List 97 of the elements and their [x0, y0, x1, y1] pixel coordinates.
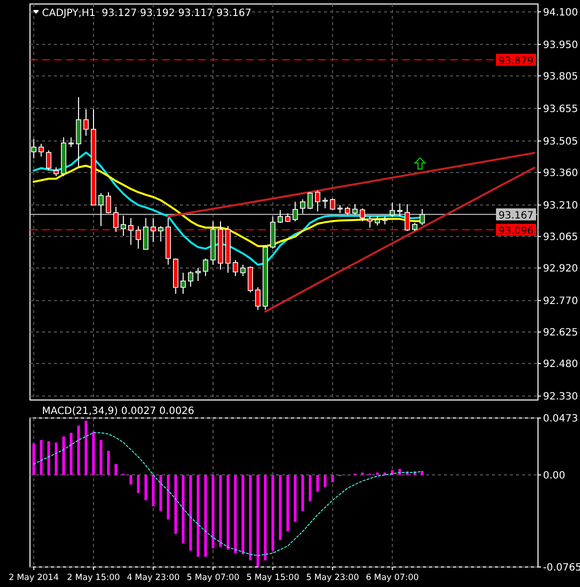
bar: [294, 474, 297, 522]
bar: [130, 474, 132, 485]
x-tick-label: 6 May 07:00: [366, 573, 419, 583]
x-tick-label: 2 May 2014: [8, 573, 59, 583]
candlestick: [420, 208, 425, 226]
candlestick: [83, 108, 89, 136]
y-tick-label: 93.655: [543, 104, 578, 115]
bar: [144, 474, 148, 500]
bar: [249, 474, 252, 560]
x-tick-label: 5 May 23:00: [306, 573, 360, 583]
bar: [54, 442, 58, 475]
candlestick: [390, 202, 395, 218]
candlestick: [248, 266, 254, 293]
candlestick: [292, 201, 298, 222]
candlestick: [314, 190, 320, 212]
y-tick-label: 92.770: [543, 296, 578, 308]
candlestick: [308, 192, 313, 210]
y-tick-label: 94.100: [543, 7, 578, 18]
bar: [331, 474, 334, 482]
candlestick: [38, 143, 44, 158]
bar: [226, 474, 230, 550]
y-tick-label: 92.480: [543, 359, 578, 370]
bar: [324, 474, 326, 487]
bar: [92, 432, 95, 475]
bar: [32, 444, 36, 475]
bar: [100, 440, 102, 475]
bar: [204, 474, 207, 557]
bar: [152, 474, 155, 506]
y-tick-label: 93.950: [543, 40, 578, 51]
y-tick-label: 93.065: [543, 232, 578, 244]
x-tick-label: 5 May 15:00: [246, 573, 300, 583]
candlestick: [367, 216, 373, 228]
bar: [189, 474, 192, 551]
bar: [301, 474, 304, 512]
candlestick: [360, 208, 366, 222]
y-tick-label: 93.505: [543, 136, 578, 148]
candlestick: [202, 258, 208, 277]
x-tick-label: 5 May 07:00: [186, 573, 240, 583]
bar: [166, 474, 170, 520]
y-tick-label: 0.0473: [543, 414, 578, 424]
bar: [70, 432, 72, 475]
bar: [212, 474, 214, 548]
candlestick: [232, 259, 238, 277]
bar: [286, 474, 290, 532]
y-tick-label: 93.360: [543, 168, 578, 179]
candlestick: [188, 270, 194, 288]
y-tick-label: 92.625: [543, 328, 578, 339]
bar: [47, 441, 50, 475]
bar: [316, 474, 319, 492]
x-tick-label: 4 May 23:00: [126, 573, 180, 583]
candlestick: [352, 204, 358, 216]
ref-line-label: 93.167: [498, 210, 534, 222]
bar: [278, 474, 282, 540]
bar: [84, 420, 88, 475]
chart-title: CADJPY,H1 93.127 93.192 93.117 93.167: [42, 8, 252, 19]
candlestick: [120, 215, 126, 236]
bar: [114, 464, 118, 475]
candlestick: [240, 264, 246, 277]
ref-line-label: 93.879: [498, 56, 534, 67]
bar: [182, 474, 184, 544]
line-series: [33, 432, 423, 556]
bar: [196, 474, 200, 557]
candlestick: [397, 203, 402, 217]
candlestick: [106, 192, 112, 214]
y-tick-label: 0.00: [543, 470, 566, 482]
candlestick: [374, 215, 380, 226]
candlestick: [46, 150, 52, 172]
x-tick-label: 2 May 15:00: [67, 573, 120, 583]
bar: [264, 474, 267, 560]
bar: [62, 436, 65, 475]
bar: [234, 474, 237, 554]
bar: [256, 474, 260, 566]
candlestick: [330, 198, 336, 210]
bar: [242, 474, 244, 554]
candlestick: [143, 218, 148, 250]
bar: [77, 426, 80, 475]
y-tick-label: 92.330: [543, 392, 578, 403]
bar: [136, 474, 140, 493]
bar: [271, 474, 274, 551]
bar: [308, 474, 312, 502]
candlestick: [300, 198, 306, 214]
bar: [219, 474, 222, 548]
bar: [40, 440, 43, 475]
y-tick-label: 92.920: [543, 264, 578, 274]
candlestick: [278, 210, 283, 224]
candlestick: [98, 192, 104, 227]
y-tick-label: 93.805: [543, 71, 578, 82]
candlestick: [255, 286, 260, 310]
candlestick: [180, 272, 186, 294]
y-tick-label: 93.210: [543, 200, 578, 212]
bar: [174, 474, 178, 534]
bar: [159, 474, 162, 512]
chart-title: MACD(21,34,9) 0.0027 0.0026: [42, 406, 194, 417]
ref-line-label: 93.096: [498, 226, 534, 237]
candlestick: [158, 226, 164, 242]
bar: [107, 450, 110, 475]
candlestick: [68, 136, 74, 148]
